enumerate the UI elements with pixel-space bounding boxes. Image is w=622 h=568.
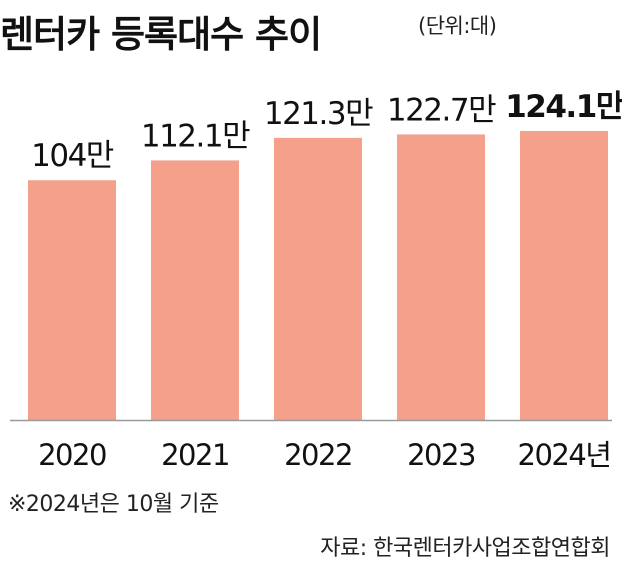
bar-2021 bbox=[151, 160, 239, 420]
value-label-2023: 122.7만 bbox=[387, 92, 496, 128]
category-label-2020: 2020 bbox=[38, 438, 106, 472]
category-label-2022: 2022 bbox=[284, 438, 352, 472]
value-label-2020: 104만 bbox=[31, 138, 114, 174]
bar-2023 bbox=[397, 134, 485, 420]
source-note: 자료: 한국렌터카사업조합연합회 bbox=[320, 536, 610, 561]
value-label-2021: 112.1만 bbox=[141, 118, 250, 154]
category-label-2023: 2023 bbox=[407, 438, 475, 472]
value-label-2022: 121.3만 bbox=[264, 96, 373, 132]
unit-label: (단위:대) bbox=[418, 14, 497, 38]
chart-title: 렌터카 등록대수 추이 bbox=[0, 13, 322, 56]
bar-2024년 bbox=[520, 131, 608, 420]
category-label-2024년: 2024년 bbox=[518, 438, 611, 472]
footnote: ※2024년은 10월 기준 bbox=[8, 492, 219, 517]
bar-chart: 104만 2020 112.1만 2021 121.3만 2022 122.7만 2023 12… bbox=[10, 89, 622, 472]
bar-2022 bbox=[274, 137, 362, 421]
category-label-2021: 2021 bbox=[161, 438, 229, 472]
value-label-2024년: 124.1만 bbox=[505, 89, 622, 125]
bar-2020 bbox=[28, 180, 116, 420]
